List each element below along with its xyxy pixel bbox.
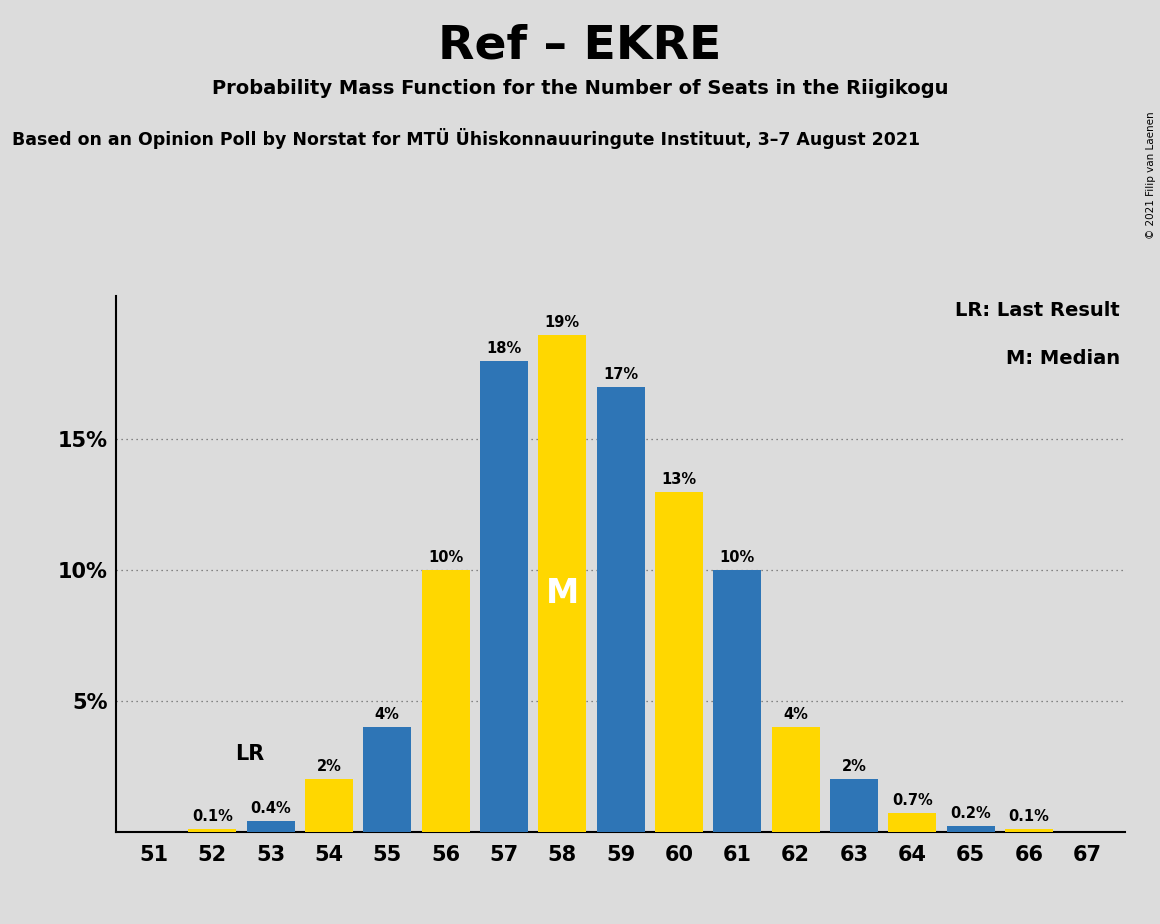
Text: 4%: 4% [375,707,400,722]
Text: 0.1%: 0.1% [191,808,233,824]
Bar [363,727,411,832]
Bar [771,727,819,832]
Text: M: Median: M: Median [1006,349,1121,369]
Bar [422,570,470,832]
Bar [538,334,586,832]
Bar [1005,829,1053,832]
Text: 0.1%: 0.1% [1008,808,1050,824]
Text: 4%: 4% [783,707,809,722]
Text: 19%: 19% [545,315,580,330]
Text: 2%: 2% [841,760,867,774]
Bar [188,829,237,832]
Text: 18%: 18% [486,341,522,356]
Bar [305,779,353,832]
Bar [713,570,761,832]
Text: 17%: 17% [603,367,638,382]
Text: Based on an Opinion Poll by Norstat for MTÜ Ühiskonnauuringute Instituut, 3–7 Au: Based on an Opinion Poll by Norstat for … [12,128,920,149]
Bar [655,492,703,832]
Bar [480,361,528,832]
Text: Ref – EKRE: Ref – EKRE [438,23,722,68]
Bar [596,387,645,832]
Text: 2%: 2% [317,760,341,774]
Text: 10%: 10% [428,550,463,565]
Text: LR: LR [235,744,264,763]
Text: 10%: 10% [719,550,755,565]
Text: LR: Last Result: LR: Last Result [956,301,1121,320]
Text: © 2021 Filip van Laenen: © 2021 Filip van Laenen [1146,111,1155,238]
Text: Probability Mass Function for the Number of Seats in the Riigikogu: Probability Mass Function for the Number… [212,79,948,98]
Text: 0.4%: 0.4% [251,801,291,816]
Text: 13%: 13% [661,471,696,487]
Bar [247,821,295,832]
Bar [947,826,994,832]
Text: 0.7%: 0.7% [892,793,933,808]
Bar [889,813,936,832]
Bar [831,779,878,832]
Text: 0.2%: 0.2% [950,806,991,821]
Text: M: M [545,577,579,610]
